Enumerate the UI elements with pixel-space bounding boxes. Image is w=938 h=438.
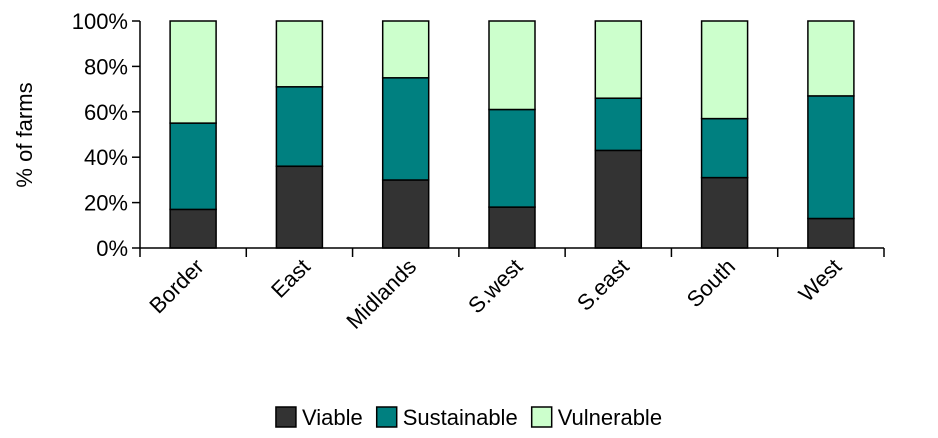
bar-segment-s-west-sustainable xyxy=(488,108,536,208)
legend-swatch-sustainable xyxy=(375,406,398,428)
x-category-label: East xyxy=(266,254,315,303)
legend-swatch-vulnerable xyxy=(530,406,553,428)
y-tick-label: 40% xyxy=(84,145,128,170)
legend: Viable Sustainable Vulnerable xyxy=(275,405,662,430)
bar-segment-midlands-vulnerable xyxy=(381,20,430,79)
plot-area xyxy=(139,20,884,249)
y-axis-title: % of farms xyxy=(12,82,37,187)
y-tick-label: 60% xyxy=(84,100,128,125)
y-tick-label: 100% xyxy=(72,9,128,34)
bar-segment-west-sustainable xyxy=(807,95,855,220)
bar-segment-s-east-vulnerable xyxy=(594,20,643,99)
bar-segment-border-sustainable xyxy=(169,122,217,211)
bar-segment-west-viable xyxy=(807,217,855,249)
x-category-label: Midlands xyxy=(341,254,421,334)
bar-segment-midlands-viable xyxy=(381,179,430,249)
y-tick-label: 80% xyxy=(84,54,128,79)
legend-label-sustainable: Sustainable xyxy=(403,405,518,430)
legend-label-viable: Viable xyxy=(302,405,363,430)
bar-segment-s-east-viable xyxy=(594,149,643,249)
x-category-label: West xyxy=(794,254,847,307)
x-axis-labels: Border East Midlands S.west S.east South West xyxy=(144,254,846,334)
x-category-label: S.east xyxy=(572,254,634,316)
bar-segment-s-east-sustainable xyxy=(594,97,643,152)
bar-segment-south-viable xyxy=(700,176,749,249)
bar-segment-s-west-viable xyxy=(488,206,536,249)
y-tick-label: 20% xyxy=(84,191,128,216)
y-axis-ticks: 0% 20% 40% 60% 80% 100% xyxy=(72,9,885,261)
bar-segment-west-vulnerable xyxy=(807,20,855,97)
bar-segment-border-vulnerable xyxy=(169,20,217,124)
bar-segment-south-sustainable xyxy=(700,117,749,179)
x-category-label: S.west xyxy=(463,254,527,318)
bar-segment-east-sustainable xyxy=(275,86,324,167)
bar-segment-east-vulnerable xyxy=(275,20,324,88)
bar-segment-border-viable xyxy=(169,208,217,249)
x-category-label: Border xyxy=(144,254,208,318)
bar-segment-s-west-vulnerable xyxy=(488,20,536,111)
y-tick-label: 0% xyxy=(96,236,128,261)
bar-segment-east-viable xyxy=(275,165,324,249)
legend-swatch-viable xyxy=(275,406,297,428)
bar-segment-south-vulnerable xyxy=(700,20,749,120)
bar-segment-midlands-sustainable xyxy=(381,77,430,181)
x-category-label: South xyxy=(682,254,740,312)
legend-label-vulnerable: Vulnerable xyxy=(558,405,662,430)
